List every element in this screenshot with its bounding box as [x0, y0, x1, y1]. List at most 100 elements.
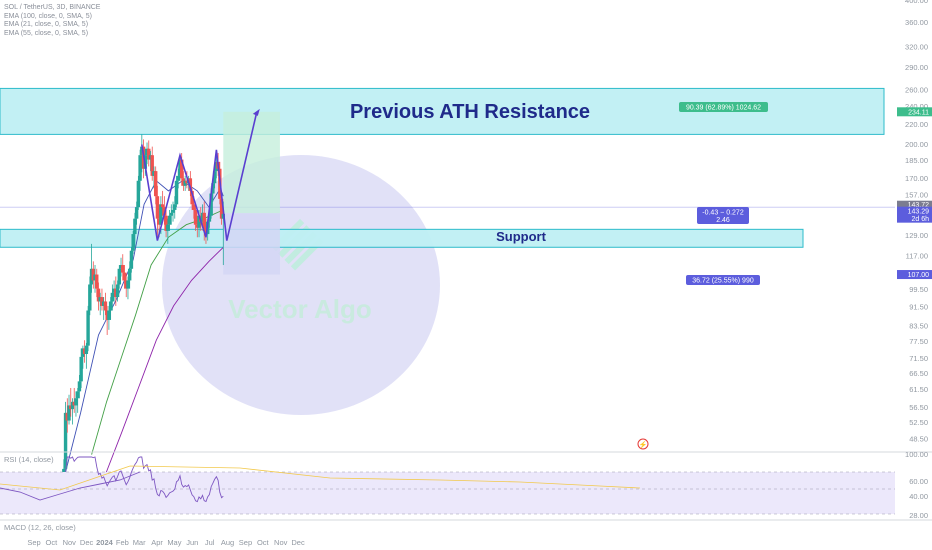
candle-body	[193, 209, 198, 225]
candle-body	[108, 301, 113, 311]
rsi-ma-line	[0, 465, 641, 491]
candle-body	[176, 175, 180, 181]
candle-body	[110, 292, 115, 302]
price-tick-label: 83.50	[909, 322, 928, 331]
candle-body	[89, 268, 94, 285]
target-price-tag-text: 234.11	[908, 109, 929, 116]
candle-body	[121, 265, 125, 273]
candle-body	[159, 204, 163, 225]
candle-body	[63, 412, 68, 469]
candle-body	[103, 301, 108, 311]
price-tick-label: 77.50	[909, 337, 928, 346]
price-tick-label: 290.00	[905, 63, 928, 72]
price-tick-label: 52.50	[909, 418, 928, 427]
candle-body	[164, 215, 168, 231]
rsi-tick: 60.00	[909, 477, 928, 486]
current-price-tag-text: 143.29	[908, 209, 930, 216]
rsi-tick: 28.00	[909, 511, 928, 520]
price-tick-label: 56.50	[909, 403, 928, 412]
candle-body	[86, 310, 90, 346]
candle-body	[115, 284, 120, 298]
candle-body	[101, 301, 106, 306]
candle-body	[122, 272, 127, 281]
candle-body	[77, 381, 82, 392]
candle-body	[112, 288, 116, 293]
drawings: Previous ATH Resistance Support 90.39 (62.…	[141, 101, 768, 450]
rsi-top-value: 100.00	[905, 450, 928, 459]
rsi-line-early	[0, 471, 141, 501]
candle-body	[179, 159, 184, 179]
price-tick-label: 320.00	[905, 42, 928, 51]
candle-body	[169, 212, 173, 216]
time-axis: Sep Oct Nov Dec 2024 Feb Mar Apr May Jun Jul Aug Sep…	[27, 538, 305, 547]
candle-body	[202, 212, 206, 231]
entry-price-tag-bg	[897, 200, 932, 209]
chart-symbol-title: SOL / TetherUS, 3D, BINANCE	[4, 4, 101, 11]
candle-body	[88, 284, 92, 311]
candle-body	[126, 280, 130, 289]
candle-body	[195, 224, 199, 228]
stop-measure-bg	[686, 275, 760, 285]
time-tick-label: Oct	[257, 538, 270, 547]
candle-body	[138, 155, 142, 181]
candle-body	[209, 193, 213, 216]
candle-body	[96, 288, 101, 302]
candle-body	[200, 212, 205, 222]
target-price-tag-bg	[897, 107, 932, 117]
mid-measure-text: 2.46	[716, 217, 730, 224]
time-tick-label: Jul	[205, 538, 215, 547]
candle-body	[84, 345, 89, 355]
price-tick-label: 129.00	[905, 231, 928, 240]
rsi-band	[0, 472, 895, 514]
time-tick-label: Sep	[27, 538, 40, 547]
candle-body	[124, 280, 128, 289]
candle-body	[145, 148, 149, 156]
pattern-path	[141, 111, 258, 241]
candle-body	[117, 268, 121, 285]
candle-body	[155, 196, 160, 219]
support-label: Support	[496, 229, 546, 244]
candle-body	[95, 274, 99, 289]
target-measure-bg	[679, 102, 768, 112]
price-tick-label: 99.50	[909, 285, 928, 294]
candle-body	[72, 401, 76, 406]
candle-body	[70, 401, 75, 410]
rsi-tick: 40.00	[909, 492, 928, 501]
time-tick-label: Nov	[63, 538, 77, 547]
pattern-arrowhead	[252, 108, 260, 116]
target-zone	[223, 111, 280, 214]
time-tick-label: Jun	[186, 538, 198, 547]
candle-body	[173, 204, 177, 210]
price-tick-label: 117.00	[906, 251, 928, 260]
current-price-tag-sub: 2d 6h	[911, 216, 929, 223]
rsi-pane: RSI (14, close) 100.00 60.00 40.00 28.00 MACD…	[0, 450, 932, 532]
entry-price-tag-text: 143.72	[908, 202, 930, 209]
candle-body	[214, 161, 219, 172]
candle-body	[171, 209, 175, 213]
time-tick-label: 2024	[96, 538, 114, 547]
candle-body	[129, 250, 134, 269]
candle-body	[174, 180, 179, 205]
candle-body	[157, 218, 161, 225]
price-tick-label: 91.50	[909, 303, 928, 312]
price-tick-label: 400.00	[905, 0, 928, 5]
price-tick-label: 185.00	[905, 156, 928, 165]
rsi-label: RSI (14, close)	[4, 455, 54, 464]
price-tick-label: 360.00	[905, 18, 928, 27]
time-tick-label: Oct	[45, 538, 58, 547]
candle-body	[91, 268, 95, 281]
candle-body	[178, 159, 182, 176]
time-tick-label: Dec	[291, 538, 305, 547]
price-tick-label: 66.50	[909, 369, 928, 378]
candle-body	[211, 183, 215, 194]
candle-body	[131, 234, 135, 251]
price-tick-label: 220.00	[905, 120, 928, 129]
candle-body	[153, 171, 158, 197]
time-tick-label: Aug	[221, 538, 234, 547]
candle-body	[148, 155, 153, 160]
candle-body	[207, 215, 212, 222]
candle-body	[192, 204, 196, 210]
time-tick-label: Nov	[274, 538, 288, 547]
candle-body	[107, 310, 111, 320]
